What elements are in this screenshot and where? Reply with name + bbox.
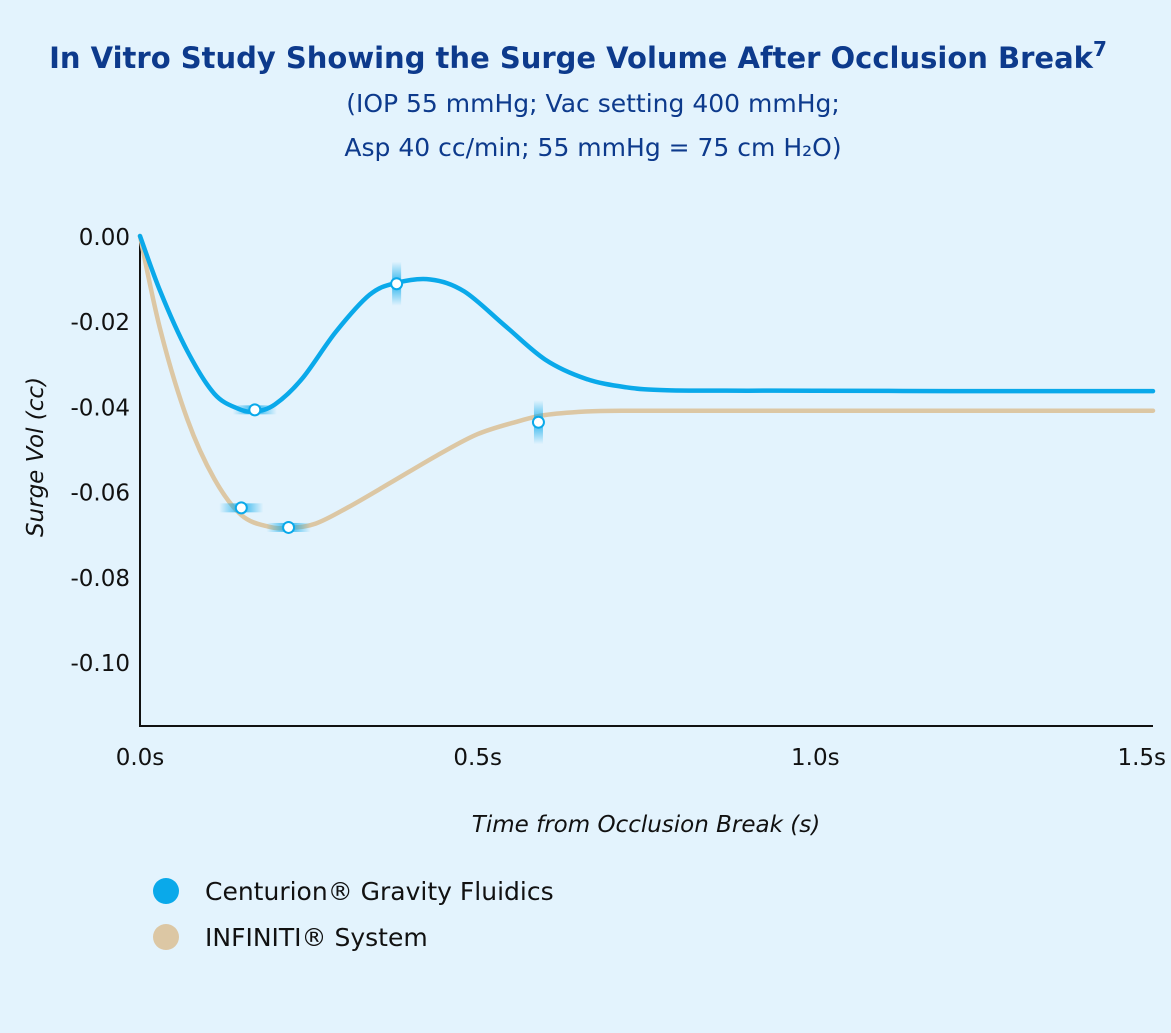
series-line-0 [137, 233, 1156, 415]
data-point-marker [248, 403, 262, 417]
x-tick-label: 0.5s [453, 745, 502, 771]
legend-swatch [153, 878, 179, 904]
x-tick-labels: 0.0s 0.5s 1.0s 1.5s [116, 745, 1166, 771]
chart-subtitle-line-2: Asp 40 cc/min; 55 mmHg = 75 cm H₂O) [344, 133, 841, 162]
legend-label: Centurion® Gravity Fluidics [205, 877, 554, 906]
x-axis-label: Time from Occlusion Break (s) [472, 812, 820, 838]
chart-subtitle-line-1: (IOP 55 mmHg; Vac setting 400 mmHg; [346, 89, 840, 118]
y-tick-label: -0.08 [70, 566, 130, 592]
data-point-marker [282, 520, 296, 534]
y-axis-label: Surge Vol (cc) [23, 377, 49, 537]
legend-swatch [153, 924, 179, 950]
y-tick-label: 0.00 [79, 225, 130, 251]
series-line-1 [137, 233, 1156, 531]
y-tick-label: -0.10 [70, 651, 130, 677]
chart-title: In Vitro Study Showing the Surge Volume … [49, 37, 1107, 75]
chart-title-text: In Vitro Study Showing the Surge Volume … [49, 41, 1094, 75]
plot-area: 0.00 -0.02 -0.04 -0.06 -0.08 -0.10 0.0s 0.5s 1.… [70, 225, 1166, 771]
y-tick-label: -0.04 [70, 395, 130, 421]
x-tick-label: 1.5s [1117, 745, 1166, 771]
series-markers [219, 261, 545, 534]
y-tick-label: -0.02 [70, 310, 130, 336]
data-point-marker [390, 277, 404, 291]
data-point-marker [234, 501, 248, 515]
y-tick-label: -0.06 [70, 481, 130, 507]
data-point-marker [531, 415, 545, 429]
legend-label: INFINITI® System [205, 923, 428, 952]
chart-title-superscript: 7 [1093, 37, 1107, 61]
x-tick-label: 1.0s [791, 745, 840, 771]
legend: Centurion® Gravity Fluidics INFINITI® Sys… [153, 877, 554, 952]
series-lines [137, 233, 1156, 531]
y-tick-labels: 0.00 -0.02 -0.04 -0.06 -0.08 -0.10 [70, 225, 130, 677]
x-tick-label: 0.0s [116, 745, 165, 771]
